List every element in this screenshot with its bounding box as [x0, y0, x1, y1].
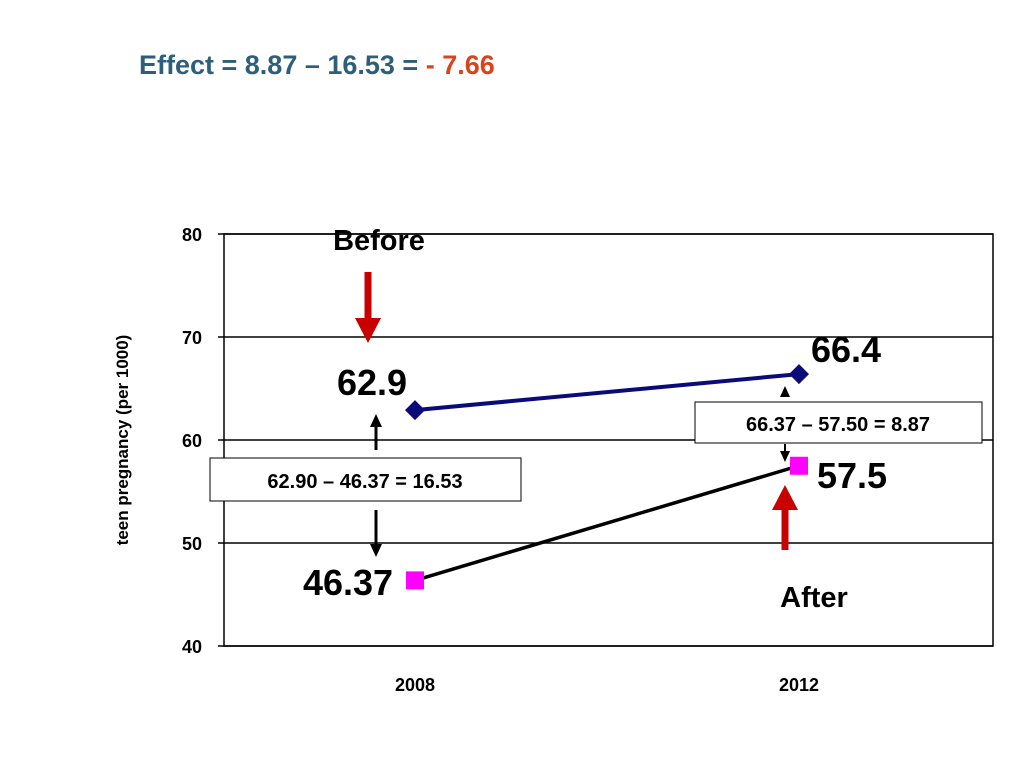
data-label: 62.9 — [337, 362, 407, 403]
data-point-square — [790, 456, 808, 475]
y-ticks: 40 50 60 70 80 — [182, 225, 224, 657]
series-line — [414, 464, 800, 583]
data-point-diamond — [405, 400, 425, 421]
diff-2012-text: 66.37 – 57.50 = 8.87 — [746, 414, 930, 436]
y-tick-label: 60 — [182, 431, 202, 451]
slide-title: Effect = 8.87 – 16.53 = - 7.66 — [139, 50, 495, 81]
diff-2008-down-arrow-head — [370, 544, 382, 557]
after-label: After — [780, 582, 848, 614]
series-line — [414, 372, 800, 413]
annotations: Before After 62.90 – 46.37 = 16.53 66.37… — [209, 225, 983, 614]
y-axis-label: teen pregnancy (per 1000) — [113, 335, 132, 546]
x-tick-label: 2012 — [779, 675, 819, 695]
data-label: 57.5 — [817, 455, 887, 496]
diff-2008-up-arrow-head — [370, 414, 382, 427]
data-label: 46.37 — [303, 562, 393, 603]
data-point-diamond — [789, 364, 809, 385]
title-expression: Effect = 8.87 – 16.53 = — [139, 50, 426, 80]
y-tick-label: 50 — [182, 534, 202, 554]
diff-2008-box — [209, 457, 522, 502]
diff-2008-text: 62.90 – 46.37 = 16.53 — [267, 471, 462, 493]
data-point-square — [406, 571, 424, 590]
x-tick-label: 2008 — [395, 675, 435, 695]
diff-2012-up-arrow-head — [780, 386, 790, 397]
series-layer: 62.9 66.4 46.37 57.5 — [303, 329, 887, 603]
y-tick-label: 70 — [182, 328, 202, 348]
y-tick-label: 80 — [182, 225, 202, 245]
y-tick-label: 40 — [182, 637, 202, 657]
data-label: 66.4 — [811, 329, 881, 370]
title-result: - 7.66 — [425, 50, 495, 80]
before-arrow-head — [355, 318, 381, 343]
diff-2012-box — [694, 401, 983, 444]
x-ticks: 2008 2012 — [395, 675, 819, 695]
before-label: Before — [333, 225, 425, 257]
diff-2012-down-arrow-head — [780, 451, 790, 462]
after-arrow-head — [772, 485, 798, 510]
